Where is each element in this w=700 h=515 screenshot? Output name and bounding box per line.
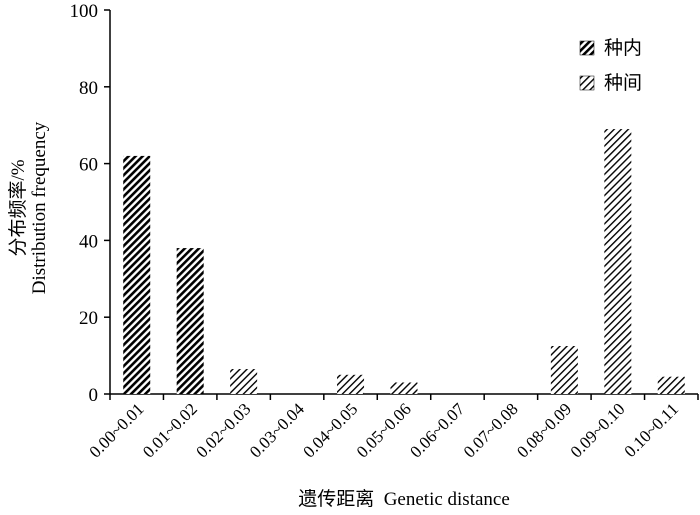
legend-label-inter: 种间	[604, 72, 642, 94]
x-tick-label: 0.07~0.08	[460, 399, 522, 461]
x-tick-label: 0.04~0.05	[299, 399, 361, 461]
x-tick-label: 0.03~0.04	[246, 399, 308, 461]
y-tick-label: 100	[70, 1, 99, 22]
bar-inter-4	[337, 374, 365, 394]
bar-inter-2	[230, 369, 258, 394]
y-tick-label: 0	[89, 385, 99, 406]
y-tick-label: 20	[79, 308, 98, 329]
bar-inter-10	[657, 376, 685, 394]
x-tick-label: 0.09~0.10	[567, 399, 629, 461]
bar-inter-9	[604, 129, 632, 395]
bar-inter-8	[550, 346, 578, 394]
y-tick-label: 40	[79, 231, 98, 252]
bar-intra-0	[123, 155, 151, 394]
y-axis-label-cn: 分布频率/%	[7, 159, 29, 256]
x-tick-label: 0.08~0.09	[513, 399, 575, 461]
legend-swatch-intra	[579, 40, 595, 56]
y-tick-label: 80	[79, 78, 98, 99]
x-tick-label: 0.06~0.07	[406, 399, 468, 461]
x-axis-label: 遗传距离 Genetic distance	[298, 488, 510, 510]
x-tick-label: 0.10~0.11	[621, 399, 683, 461]
x-tick-label: 0.00~0.01	[86, 399, 148, 461]
bar-intra-1	[176, 248, 204, 394]
bar-inter-5	[390, 382, 418, 394]
y-axis-label-en: Distribution frequency	[29, 121, 50, 294]
x-tick-label: 0.01~0.02	[139, 399, 201, 461]
y-tick-label: 60	[79, 155, 98, 176]
legend: 种内 种间	[579, 37, 642, 94]
x-ticks: 0.00~0.010.01~0.020.02~0.030.03~0.040.04…	[86, 394, 699, 461]
bars	[123, 129, 685, 395]
x-tick-label: 0.05~0.06	[353, 399, 415, 461]
legend-swatch-inter	[579, 75, 595, 91]
x-tick-label: 0.02~0.03	[192, 399, 254, 461]
y-ticks: 0 20 40 60 80 100	[70, 1, 110, 406]
legend-label-intra: 种内	[604, 37, 642, 59]
